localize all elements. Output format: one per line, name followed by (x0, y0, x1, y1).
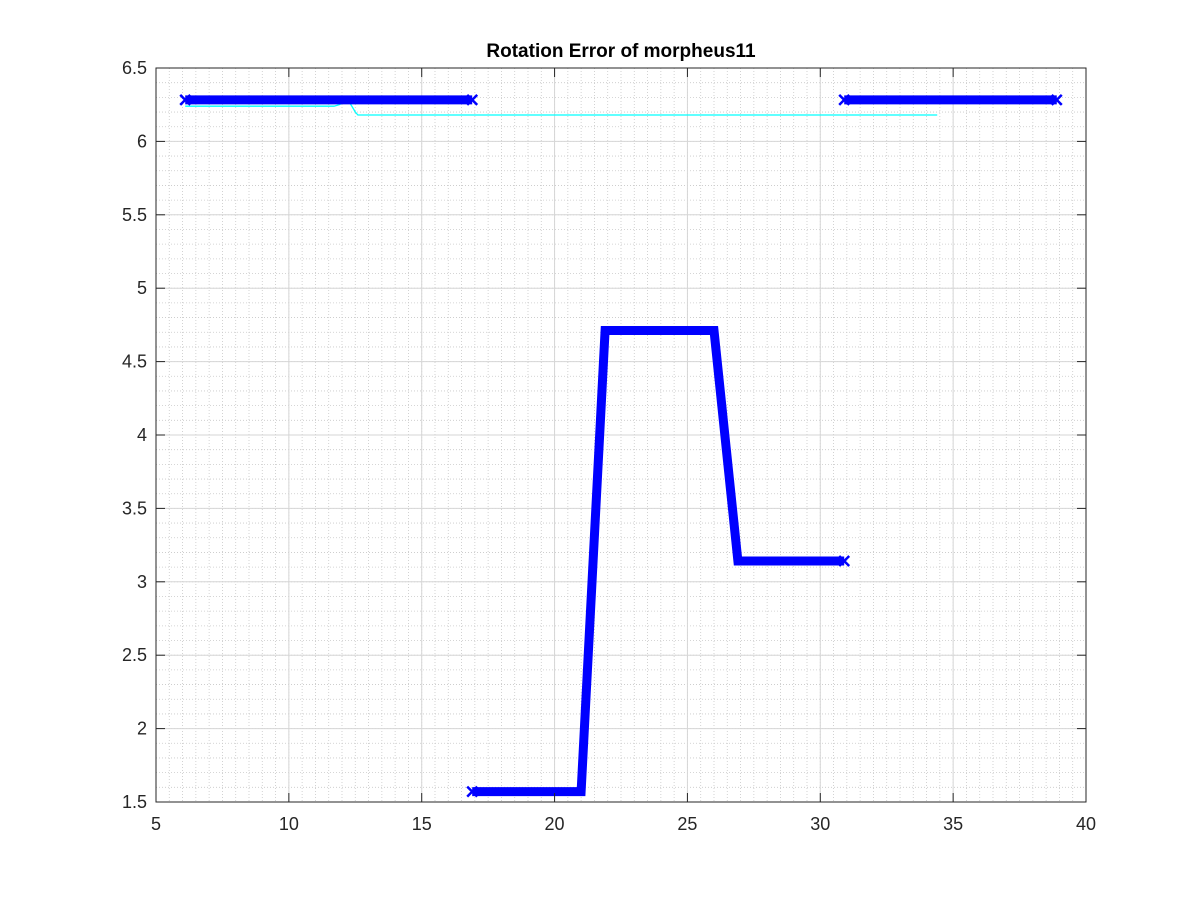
y-axis: 1.5 2 2.5 3 3.5 4 4.5 5 5.5 6 6.5 (122, 58, 1086, 812)
y-tick-label: 6.5 (122, 58, 147, 78)
y-tick-label: 3 (137, 572, 147, 592)
x-tick-label: 15 (412, 814, 432, 834)
y-tick-label: 2 (137, 719, 147, 739)
chart-title: Rotation Error of morpheus11 (486, 41, 756, 62)
x-tick-label: 35 (943, 814, 963, 834)
x-marker (1050, 93, 1063, 106)
x-marker (466, 93, 479, 106)
x-tick-label: 20 (545, 814, 565, 834)
y-tick-label: 3.5 (122, 498, 147, 518)
x-axis: 5 10 15 20 25 30 35 40 (151, 68, 1096, 834)
y-tick-label: 2.5 (122, 645, 147, 665)
series-line (472, 326, 845, 797)
x-marker (466, 785, 479, 798)
x-tick-label: 5 (151, 814, 161, 834)
y-tick-label: 5 (137, 278, 147, 298)
y-tick-label: 4 (137, 425, 147, 445)
x-tick-label: 10 (279, 814, 299, 834)
y-tick-label: 1.5 (122, 792, 147, 812)
series-layer (179, 93, 1063, 798)
x-tick-label: 30 (810, 814, 830, 834)
series-blue (179, 93, 1063, 798)
y-tick-label: 6 (137, 131, 147, 151)
x-marker (179, 93, 192, 106)
x-marker (838, 555, 851, 567)
y-tick-label: 5.5 (122, 205, 147, 225)
x-tick-label: 25 (677, 814, 697, 834)
x-marker (838, 93, 851, 106)
y-tick-label: 4.5 (122, 352, 147, 372)
x-tick-label: 40 (1076, 814, 1096, 834)
